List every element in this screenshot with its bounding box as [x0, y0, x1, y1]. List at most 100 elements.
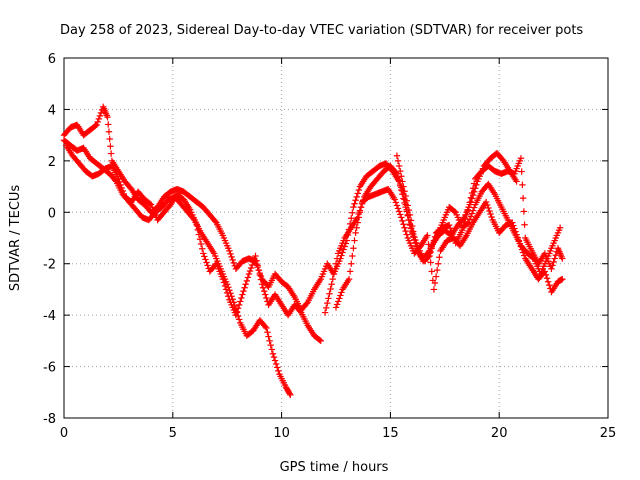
data-point	[436, 254, 443, 261]
data-point	[488, 213, 495, 221]
x-axis-label: GPS time / hours	[280, 460, 389, 475]
data-point	[396, 211, 404, 218]
data-point	[433, 266, 441, 274]
data-point	[227, 250, 234, 258]
data-point	[398, 173, 405, 180]
data-point	[238, 294, 245, 302]
data-point	[194, 226, 202, 234]
data-point	[287, 391, 294, 399]
data-point	[556, 224, 564, 231]
data-point	[96, 112, 104, 120]
data-point	[450, 233, 457, 241]
data-point	[518, 168, 525, 175]
data-point	[222, 286, 230, 293]
data-point	[447, 224, 454, 232]
data-point	[548, 265, 555, 273]
data-point	[245, 270, 253, 278]
data-point	[350, 245, 357, 252]
y-tick-label: 2	[48, 155, 56, 170]
x-tick-label: 20	[491, 426, 508, 441]
data-point	[333, 255, 341, 262]
data-point	[317, 337, 324, 345]
data-point	[513, 231, 520, 238]
data-point	[464, 207, 471, 215]
data-point	[323, 304, 330, 312]
data-point	[348, 260, 355, 267]
data-point	[519, 194, 527, 202]
data-point	[401, 188, 408, 195]
data-point	[542, 271, 550, 279]
data-point	[519, 181, 526, 189]
data-point	[468, 195, 476, 202]
data-point	[394, 173, 402, 181]
data-point	[198, 245, 206, 252]
data-point	[271, 357, 279, 364]
data-point	[259, 284, 267, 291]
data-point	[296, 308, 304, 315]
data-point	[399, 178, 406, 185]
data-point	[402, 192, 409, 200]
x-tick-label: 15	[382, 426, 399, 441]
data-point	[97, 109, 105, 117]
data-point	[463, 211, 470, 219]
data-point	[353, 224, 360, 231]
data-point	[510, 222, 517, 229]
data-point	[464, 220, 471, 227]
data-point	[394, 157, 402, 165]
data-point	[266, 337, 273, 345]
data-point	[402, 227, 409, 235]
y-tick-label: 0	[48, 206, 56, 221]
data-point	[193, 221, 200, 229]
data-point	[513, 178, 520, 185]
x-tick-label: 5	[169, 426, 177, 441]
data-point	[240, 287, 247, 295]
data-point	[212, 218, 219, 225]
data-point	[512, 228, 519, 235]
data-point	[521, 252, 528, 259]
data-point	[517, 155, 525, 162]
data-point	[469, 207, 477, 214]
data-point	[224, 289, 231, 297]
data-point	[403, 231, 410, 238]
data-point	[517, 243, 525, 250]
data-point	[324, 299, 331, 307]
data-point	[242, 281, 249, 288]
y-tick-label: -6	[43, 361, 56, 376]
data-marks	[60, 103, 566, 399]
data-point	[244, 274, 252, 281]
data-point	[466, 199, 474, 206]
data-point	[234, 305, 242, 312]
data-point	[459, 227, 466, 234]
data-point	[249, 261, 256, 269]
data-point	[435, 260, 442, 267]
data-point	[252, 252, 259, 260]
data-point	[239, 291, 246, 298]
data-point	[268, 346, 276, 353]
data-point	[515, 237, 522, 244]
y-tick-label: 6	[48, 52, 56, 67]
data-point	[356, 209, 364, 216]
data-point	[393, 202, 401, 209]
data-point	[247, 264, 255, 272]
data-point	[405, 206, 413, 214]
data-point	[328, 281, 335, 288]
data-point	[357, 203, 365, 211]
data-point	[233, 308, 241, 315]
data-point	[486, 207, 493, 215]
data-point	[428, 268, 435, 275]
data-point	[431, 233, 439, 240]
data-point	[330, 270, 338, 278]
data-point	[401, 224, 408, 231]
data-point	[521, 221, 528, 228]
data-point	[407, 217, 415, 224]
data-point	[391, 196, 398, 203]
data-point	[404, 202, 412, 209]
data-point	[246, 267, 254, 275]
data-point	[551, 255, 558, 262]
data-point	[263, 324, 270, 332]
data-point	[325, 295, 332, 302]
data-point	[118, 184, 125, 192]
data-point	[265, 333, 272, 340]
data-point	[267, 341, 274, 349]
data-point	[228, 253, 235, 261]
